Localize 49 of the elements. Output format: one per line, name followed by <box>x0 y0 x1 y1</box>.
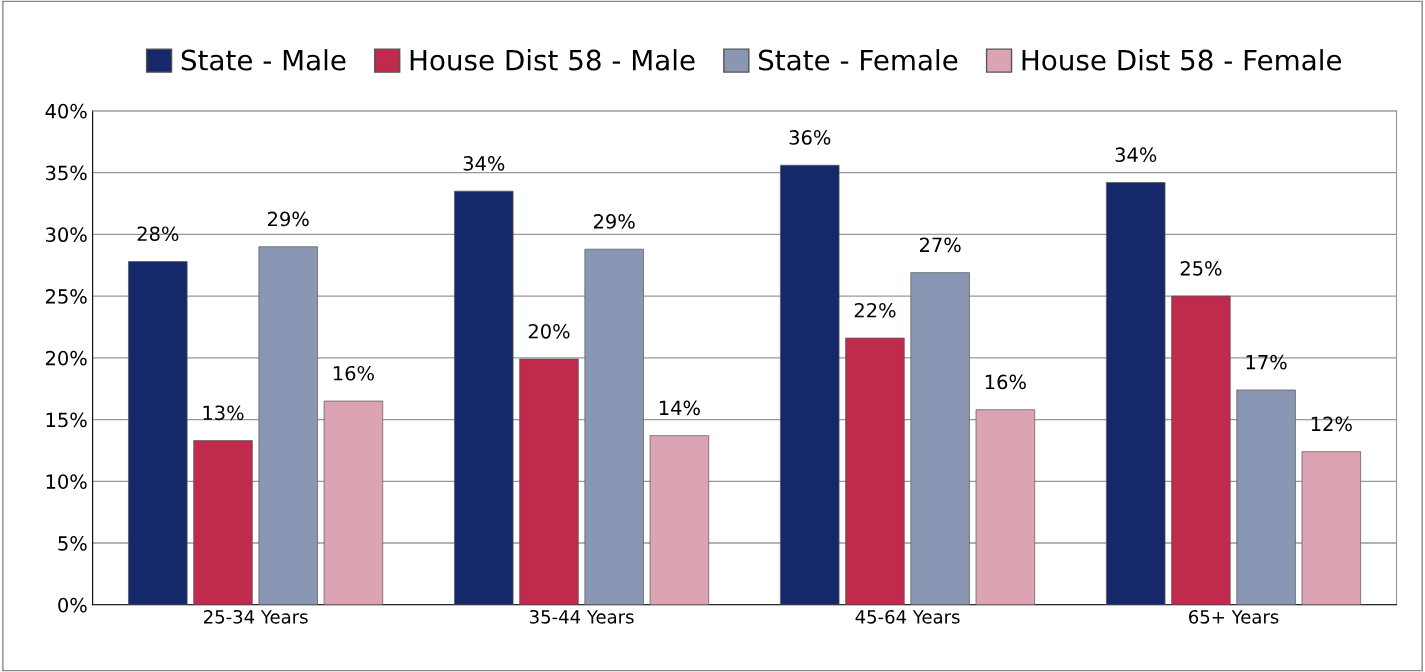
y-tick-label: 5% <box>58 536 87 551</box>
bar <box>128 261 188 605</box>
y-tick-label: 20% <box>45 350 87 366</box>
y-tick-label: 40% <box>45 103 87 119</box>
bar <box>1106 182 1166 605</box>
bar <box>258 246 318 605</box>
data-label: 29% <box>268 211 309 227</box>
bar <box>975 409 1036 605</box>
y-tick-label: 0% <box>58 597 87 613</box>
data-label: 17% <box>1246 354 1287 370</box>
bar <box>845 337 905 605</box>
data-label: 25% <box>1180 260 1222 276</box>
data-label: 14% <box>659 400 700 416</box>
bar <box>454 190 514 605</box>
data-label: 12% <box>1311 416 1352 432</box>
y-tick-label: 35% <box>46 165 87 181</box>
bar <box>584 248 644 605</box>
bar <box>519 358 579 605</box>
y-tick-label: 10% <box>46 474 87 489</box>
data-label: 29% <box>593 214 635 229</box>
y-tick-label: 25% <box>45 289 87 304</box>
y-tick-label: 15% <box>46 412 87 428</box>
legend-label: State - Male <box>181 49 346 71</box>
x-tick-label: 45-64 Years <box>855 609 960 624</box>
bar <box>910 272 970 605</box>
data-label: 27% <box>919 237 961 253</box>
data-label: 36% <box>789 130 831 145</box>
bar <box>193 440 253 605</box>
data-label: 20% <box>528 323 570 339</box>
bar <box>1301 451 1361 605</box>
bar <box>1171 295 1231 605</box>
data-label: 13% <box>203 405 244 421</box>
bar <box>1236 389 1296 605</box>
legend-label: State - Female <box>758 49 958 71</box>
bar <box>323 400 384 605</box>
y-tick-label: 30% <box>46 227 87 243</box>
data-label: 22% <box>854 302 896 318</box>
data-label: 28% <box>137 226 179 242</box>
bar <box>649 435 710 605</box>
legend-label: House Dist 58 - Female <box>1022 49 1342 71</box>
data-label: 16% <box>985 374 1026 390</box>
x-tick-label: 35-44 Years <box>530 609 634 624</box>
data-label: 34% <box>1115 147 1157 163</box>
x-tick-label: 25-34 Years <box>204 609 308 624</box>
data-label: 34% <box>463 156 505 171</box>
bar <box>780 164 840 605</box>
legend-label: House Dist 58 - Male <box>410 49 695 71</box>
x-tick-label: 65+ Years <box>1189 609 1279 624</box>
data-label: 16% <box>333 365 374 381</box>
